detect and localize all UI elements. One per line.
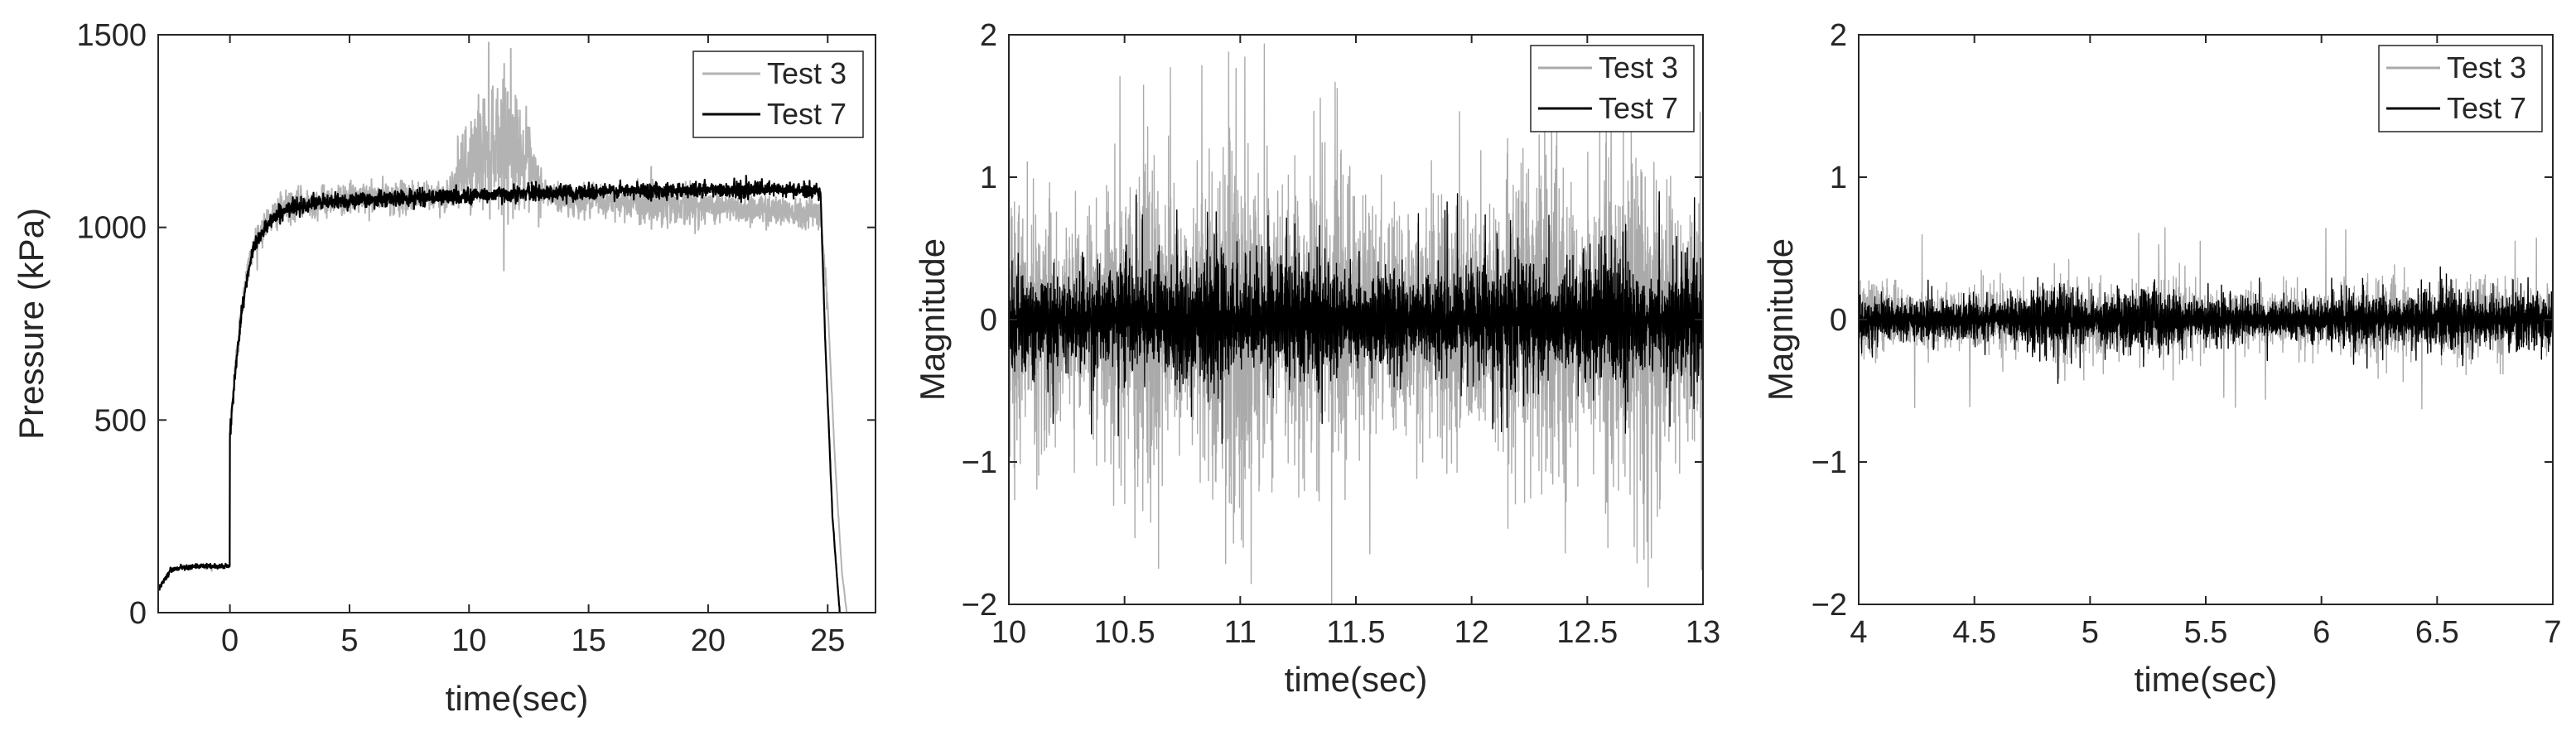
- magnitude-a-x-axis-label: time(sec): [1285, 660, 1428, 699]
- magnitude-b-y-tick-label: −1: [1811, 445, 1847, 480]
- magnitude-a-legend: Test 3 Test 7: [1530, 45, 1695, 132]
- magnitude-b-legend-label-test3: Test 3: [2447, 51, 2526, 84]
- magnitude-a-y-tick-label: −2: [962, 588, 997, 623]
- pressure-legend-label-test3: Test 3: [767, 56, 847, 90]
- magnitude-panel-4-7: 4 4.5 5 5.5 6 6.5 7 −2 −1 0 1 2 time(sec) Magnitude…: [1761, 18, 2562, 699]
- magnitude-b-legend-label-test7: Test 7: [2447, 91, 2526, 125]
- magnitude-b-y-tick-label: 2: [1830, 18, 1847, 53]
- magnitude-a-x-tick-label: 11: [1224, 615, 1257, 650]
- magnitude-b-y-tick-label: −2: [1811, 588, 1847, 623]
- magnitude-b-series-test-7: [1859, 266, 2553, 384]
- magnitude-b-x-tick-label: 6: [2313, 615, 2330, 650]
- pressure-series-test-7: [158, 175, 841, 613]
- magnitude-b-legend: Test 3 Test 7: [2378, 45, 2543, 132]
- magnitude-a-legend-box: [1530, 45, 1695, 132]
- magnitude-a-y-tick-label: 0: [980, 303, 997, 338]
- pressure-x-tick-label: 15: [571, 623, 605, 658]
- magnitude-a-y-tick-label: 2: [980, 18, 997, 53]
- pressure-legend: Test 3 Test 7: [692, 51, 864, 138]
- pressure-x-tick-label: 25: [810, 623, 845, 658]
- magnitude-a-x-tick-label: 10.5: [1094, 615, 1155, 650]
- magnitude-b-x-axis-label: time(sec): [2135, 660, 2278, 699]
- magnitude-b-x-tick-label: 4: [1850, 615, 1867, 650]
- magnitude-b-x-tick-label: 4.5: [1952, 615, 1996, 650]
- magnitude-a-series-layer: [1009, 43, 1703, 604]
- pressure-axes-box: [157, 34, 876, 613]
- magnitude-b-x-tick-label: 5: [2082, 615, 2099, 650]
- magnitude-b-x-tick-label: 6.5: [2415, 615, 2459, 650]
- magnitude-a-legend-label-test7: Test 7: [1599, 91, 1678, 125]
- magnitude-a-x-tick-label: 13: [1686, 615, 1720, 650]
- pressure-panel: 0 5 10 15 20 25 0 500 1000 1500 time(sec) Pressur…: [12, 18, 876, 718]
- pressure-y-tick-label: 0: [129, 596, 147, 631]
- pressure-legend-box: [692, 51, 864, 138]
- magnitude-a-y-tick-label: −1: [962, 445, 997, 480]
- pressure-legend-label-test7: Test 7: [767, 97, 847, 131]
- pressure-y-axis-label: Pressure (kPa): [12, 208, 51, 440]
- magnitude-a-y-tick-label: 1: [980, 161, 997, 195]
- pressure-x-tick-label: 0: [221, 623, 239, 658]
- pressure-x-tick-label: 10: [451, 623, 486, 658]
- pressure-series-test-3: [158, 41, 848, 613]
- pressure-ticks-layer: 0 5 10 15 20 25 0 500 1000 1500: [76, 18, 876, 658]
- pressure-x-tick-label: 20: [691, 623, 726, 658]
- magnitude-b-legend-box: [2378, 45, 2543, 132]
- magnitude-a-series-test-7: [1009, 191, 1703, 445]
- magnitude-a-x-tick-label: 11.5: [1326, 615, 1385, 650]
- magnitude-b-ticks-layer: 4 4.5 5 5.5 6 6.5 7 −2 −1 0 1 2: [1811, 18, 2562, 650]
- magnitude-a-y-axis-label: Magnitude: [913, 238, 952, 401]
- pressure-y-tick-label: 1000: [76, 211, 147, 246]
- magnitude-b-y-axis-label: Magnitude: [1761, 238, 1800, 401]
- magnitude-a-x-tick-label: 12.5: [1556, 615, 1618, 650]
- pressure-x-axis-label: time(sec): [446, 679, 589, 718]
- magnitude-b-x-tick-label: 7: [2544, 615, 2561, 650]
- magnitude-b-series-layer: [1859, 227, 2553, 410]
- magnitude-a-x-tick-label: 12: [1454, 615, 1489, 650]
- pressure-y-tick-label: 1500: [76, 18, 147, 53]
- magnitude-b-y-tick-label: 0: [1830, 303, 1847, 338]
- pressure-y-tick-label: 500: [94, 403, 147, 438]
- magnitude-b-x-tick-label: 5.5: [2184, 615, 2228, 650]
- magnitude-a-legend-label-test3: Test 3: [1599, 51, 1678, 84]
- magnitude-a-x-tick-label: 10: [991, 615, 1026, 650]
- magnitude-b-y-tick-label: 1: [1830, 161, 1847, 195]
- pressure-series-layer: [158, 41, 848, 613]
- pressure-x-tick-label: 5: [340, 623, 358, 658]
